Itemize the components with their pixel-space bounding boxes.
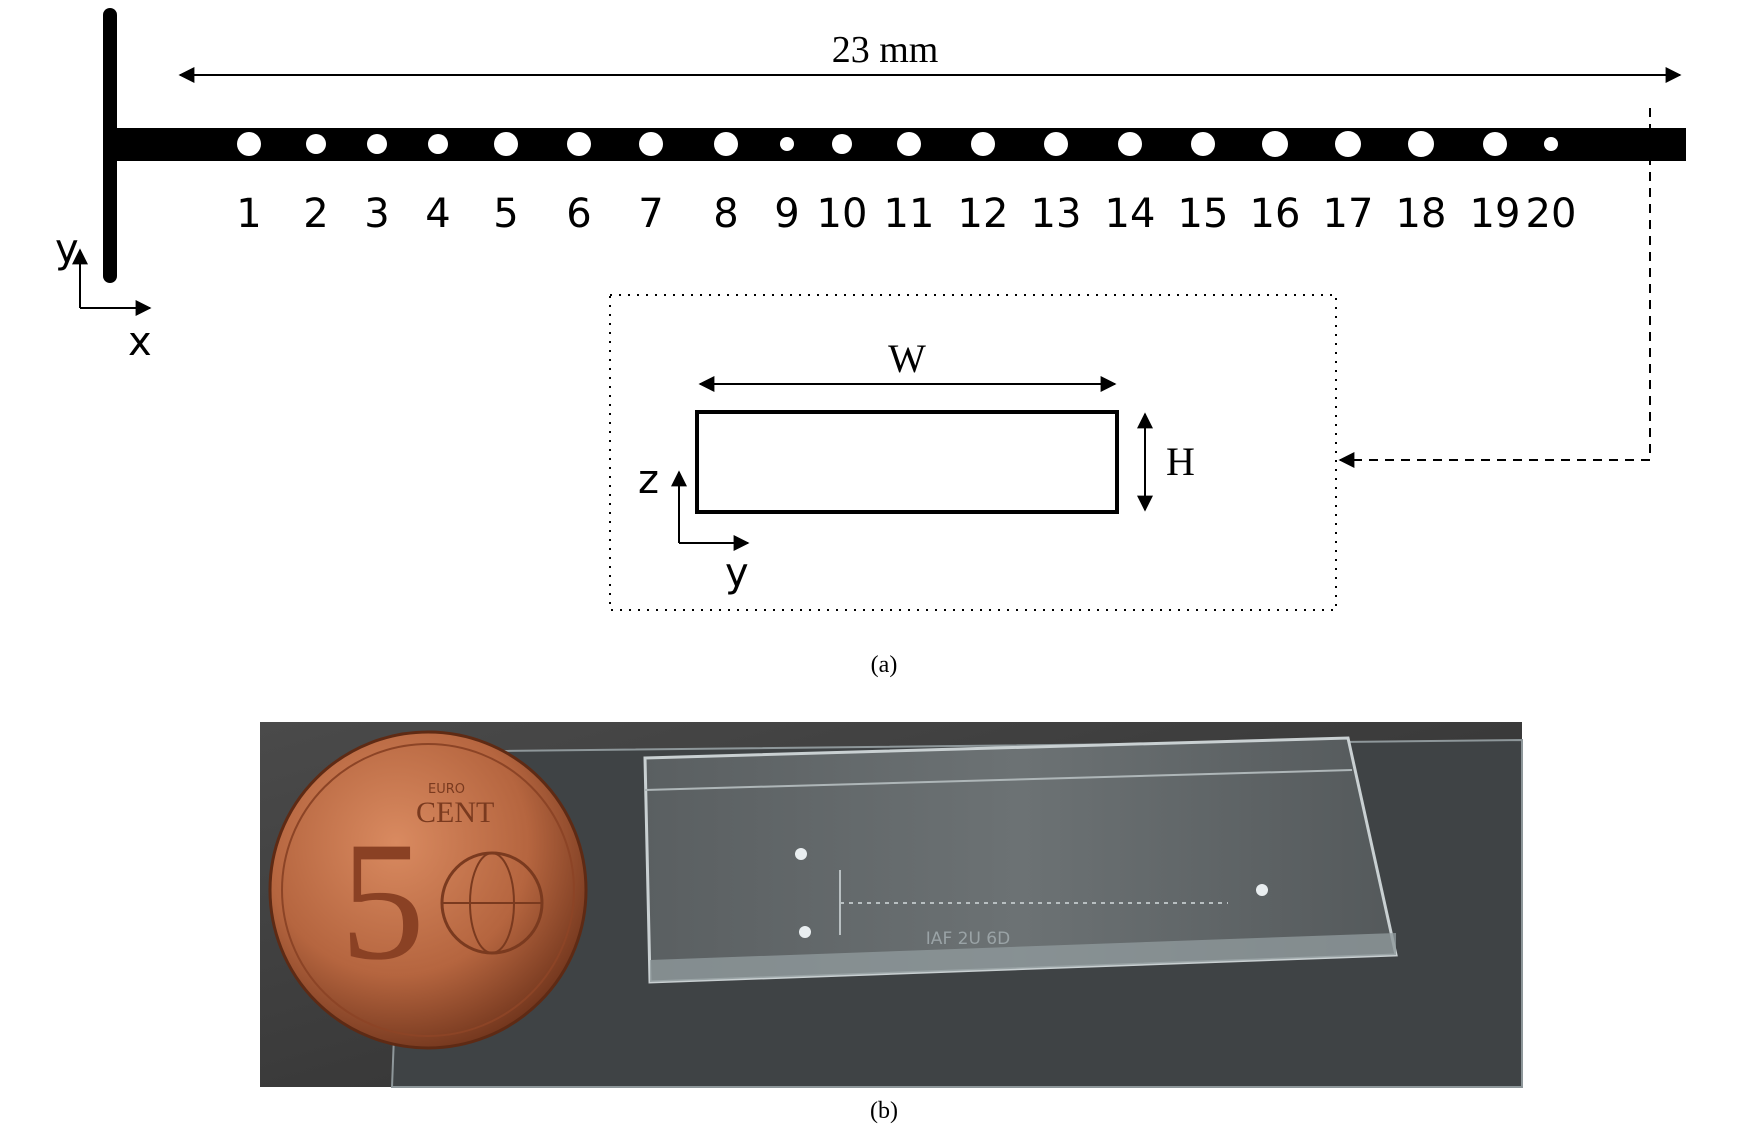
constriction-1 (237, 132, 261, 156)
constriction-17 (1335, 131, 1361, 157)
constriction-number-4: 4 (425, 191, 450, 237)
constriction-9 (780, 137, 794, 151)
constriction-number-3: 3 (364, 191, 389, 237)
inlet-port-2 (799, 926, 811, 938)
constriction-4 (428, 134, 448, 154)
axis-label-y: y (55, 226, 79, 272)
constriction-number-10: 10 (817, 191, 868, 237)
constriction-8 (714, 132, 738, 156)
constriction-number-15: 15 (1178, 191, 1229, 237)
constriction-number-17: 17 (1323, 191, 1374, 237)
inset-frame (609, 294, 1337, 611)
constriction-number-12: 12 (958, 191, 1009, 237)
constriction-12 (971, 132, 995, 156)
constriction-number-1: 1 (236, 191, 261, 237)
constriction-20 (1544, 137, 1558, 151)
constriction-number-11: 11 (884, 191, 935, 237)
axis-label-y-section: y (725, 550, 749, 596)
constriction-number-6: 6 (566, 191, 591, 237)
constriction-3 (367, 134, 387, 154)
constriction-2 (306, 134, 326, 154)
channel-cross-section (695, 410, 1119, 514)
constriction-number-5: 5 (493, 191, 518, 237)
constriction-number-8: 8 (713, 191, 738, 237)
caption-a: (a) (871, 652, 898, 678)
axis-label-x: x (128, 319, 152, 365)
constriction-7 (639, 132, 663, 156)
cross-section-inset: W H z y (609, 294, 1337, 611)
axis-label-z: z (638, 457, 659, 503)
constriction-number-13: 13 (1031, 191, 1082, 237)
constriction-10 (832, 134, 852, 154)
constriction-16 (1262, 131, 1288, 157)
constriction-number-19: 19 (1470, 191, 1521, 237)
constriction-number-7: 7 (638, 191, 663, 237)
constriction-number-20: 20 (1526, 191, 1577, 237)
constriction-19 (1483, 132, 1507, 156)
width-label: W (888, 336, 926, 381)
constriction-6 (567, 132, 591, 156)
caption-b: (b) (870, 1098, 898, 1124)
constriction-11 (897, 132, 921, 156)
constriction-numbers: 1 2 3 4 5 6 7 8 9 10 11 12 13 14 15 16 17 18 19 20 (236, 191, 1576, 237)
constriction-14 (1118, 132, 1142, 156)
device-photo: IAF 2U 6D 5 EURO CENT (b) (260, 722, 1523, 1124)
constriction-5 (494, 132, 518, 156)
constriction-dots (237, 131, 1558, 157)
axes-xy: y x (55, 226, 152, 365)
constriction-13 (1044, 132, 1068, 156)
length-label: 23 mm (832, 29, 939, 71)
constriction-15 (1191, 132, 1215, 156)
height-label: H (1166, 439, 1195, 484)
constriction-18 (1408, 131, 1434, 157)
coin-numeral: 5 (340, 807, 425, 995)
coin-cent-text: CENT (416, 796, 494, 829)
constriction-number-16: 16 (1250, 191, 1301, 237)
section-connector (1338, 108, 1651, 468)
constriction-number-14: 14 (1105, 191, 1156, 237)
coin-euro-text: EURO (428, 782, 465, 797)
outlet-port (1256, 884, 1268, 896)
constriction-number-2: 2 (303, 191, 328, 237)
constriction-number-9: 9 (774, 191, 799, 237)
inlet-port-1 (795, 848, 807, 860)
coin-5-cent: 5 EURO CENT (268, 730, 588, 1050)
chip-engraving: IAF 2U 6D (926, 929, 1010, 949)
channel-diagram: 1 2 3 4 5 6 7 8 9 10 11 12 13 14 15 16 17 18 19 20 23 mm y … (55, 8, 1686, 678)
constriction-number-18: 18 (1396, 191, 1447, 237)
